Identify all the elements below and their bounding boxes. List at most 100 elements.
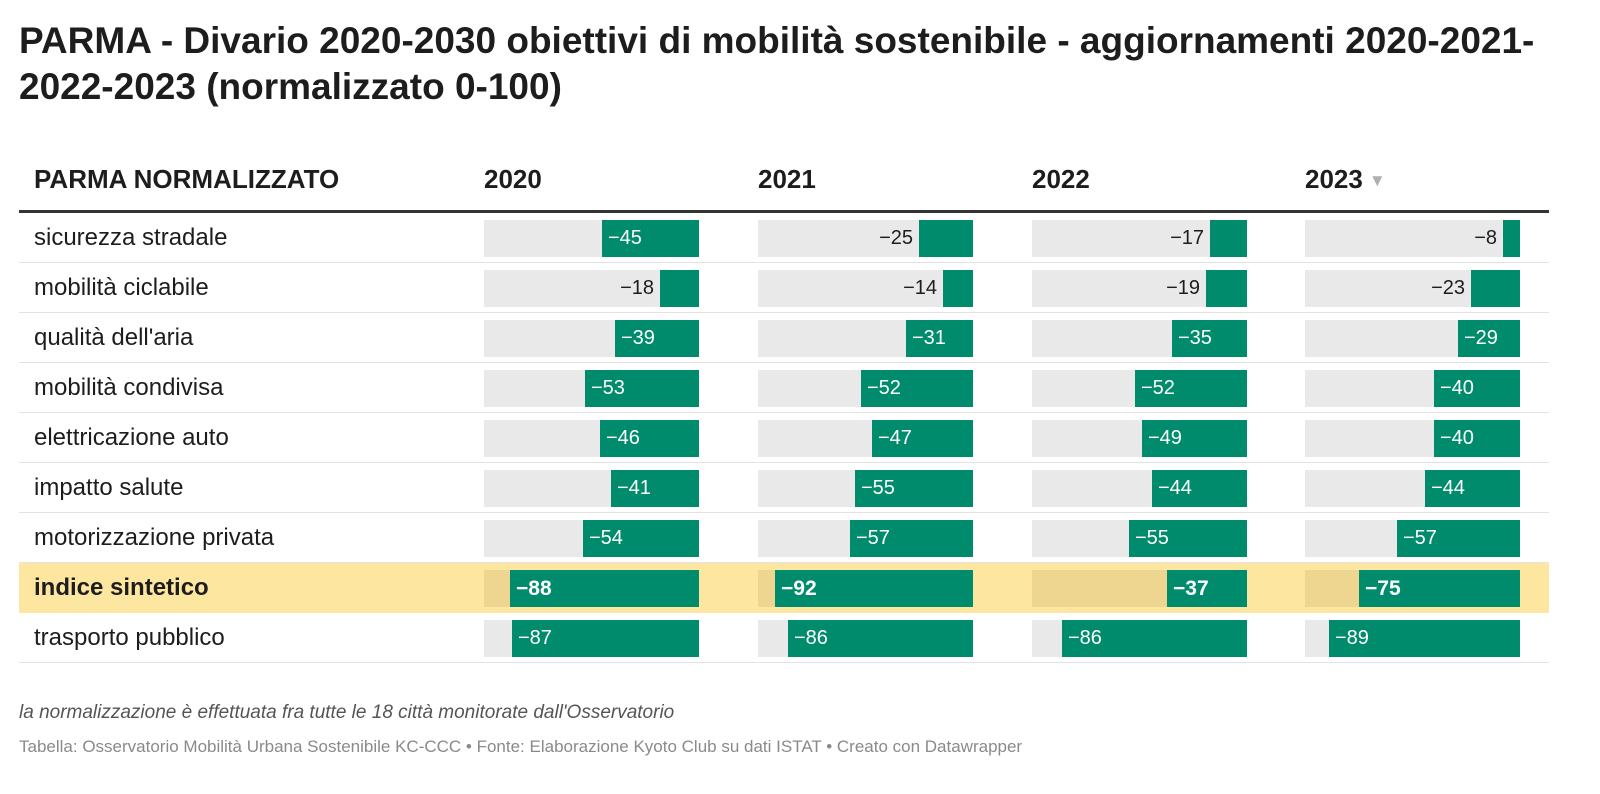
bar-track: −23 bbox=[1305, 270, 1520, 307]
value-bar bbox=[943, 270, 973, 307]
header-label: PARMA NORMALIZZATO bbox=[34, 164, 340, 194]
bar-track: −25 bbox=[758, 220, 973, 257]
value-label: −17 bbox=[1170, 227, 1204, 249]
row-label: indice sintetico bbox=[34, 574, 209, 601]
value-bar bbox=[1458, 320, 1520, 357]
bar-track: −89 bbox=[1305, 620, 1520, 657]
value-bar bbox=[583, 520, 699, 557]
column-header-2020[interactable]: 2020 bbox=[484, 158, 542, 200]
sort-descending-icon[interactable]: ▼ bbox=[1368, 171, 1386, 190]
value-label: −52 bbox=[867, 377, 901, 399]
value-bar bbox=[1206, 270, 1247, 307]
table-row: motorizzazione privata −54 −57 −55 −57 bbox=[19, 513, 1549, 563]
value-label: −92 bbox=[781, 577, 817, 600]
value-bar bbox=[1397, 520, 1520, 557]
value-bar bbox=[1062, 620, 1247, 657]
table-row: mobilità ciclabile −18 −14 −19 −23 bbox=[19, 263, 1549, 313]
bar-track: −45 bbox=[484, 220, 699, 257]
value-bar bbox=[1210, 220, 1247, 257]
source-credit: Tabella: Osservatorio Mobilità Urbana So… bbox=[19, 737, 1023, 756]
bar-track: −37 bbox=[1032, 570, 1247, 607]
bar-track: −52 bbox=[1032, 370, 1247, 407]
bar-track: −54 bbox=[484, 520, 699, 557]
value-label: −18 bbox=[620, 277, 654, 299]
value-label: −86 bbox=[794, 627, 828, 649]
value-bar bbox=[872, 420, 973, 457]
bar-track: −53 bbox=[484, 370, 699, 407]
table-row: impatto salute −41 −55 −44 −44 bbox=[19, 463, 1549, 513]
value-label: −8 bbox=[1474, 227, 1497, 249]
table-header: PARMA NORMALIZZATO 2020 2021 2022 2023 ▼ bbox=[19, 158, 1549, 213]
table-row: mobilità condivisa −53 −52 −52 −40 bbox=[19, 363, 1549, 413]
bar-track: −75 bbox=[1305, 570, 1520, 607]
column-header-2021[interactable]: 2021 bbox=[758, 158, 816, 200]
value-bar bbox=[615, 320, 699, 357]
value-label: −29 bbox=[1464, 327, 1498, 349]
column-header-2023[interactable]: 2023 ▼ bbox=[1305, 158, 1386, 204]
bar-track: −31 bbox=[758, 320, 973, 357]
bar-track: −49 bbox=[1032, 420, 1247, 457]
column-header-2022[interactable]: 2022 bbox=[1032, 158, 1090, 200]
value-label: −14 bbox=[903, 277, 937, 299]
row-label: impatto salute bbox=[34, 474, 184, 501]
value-bar bbox=[906, 320, 973, 357]
value-label: −35 bbox=[1178, 327, 1212, 349]
value-label: −31 bbox=[912, 327, 946, 349]
bar-track: −18 bbox=[484, 270, 699, 307]
value-bar bbox=[1503, 220, 1520, 257]
column-header-label: 2020 bbox=[484, 164, 542, 194]
row-label: motorizzazione privata bbox=[34, 524, 275, 551]
bar-track: −92 bbox=[758, 570, 973, 607]
footnote: la normalizzazione è effettuata fra tutt… bbox=[19, 702, 675, 723]
bar-track: −46 bbox=[484, 420, 699, 457]
value-label: −23 bbox=[1431, 277, 1465, 299]
value-bar bbox=[1434, 420, 1520, 457]
bar-track: −47 bbox=[758, 420, 973, 457]
value-bar bbox=[1359, 570, 1520, 607]
bar-track: −40 bbox=[1305, 420, 1520, 457]
value-label: −46 bbox=[606, 427, 640, 449]
table-row: elettricazione auto −46 −47 −49 −40 bbox=[19, 413, 1549, 463]
value-label: −88 bbox=[516, 577, 552, 600]
value-label: −86 bbox=[1068, 627, 1102, 649]
row-label: elettricazione auto bbox=[34, 424, 229, 451]
bar-track: −44 bbox=[1305, 470, 1520, 507]
column-header-label: 2022 bbox=[1032, 164, 1090, 194]
value-bar bbox=[1471, 270, 1520, 307]
value-bar bbox=[1129, 520, 1247, 557]
value-label: −45 bbox=[608, 227, 642, 249]
value-label: −89 bbox=[1335, 627, 1369, 649]
value-bar bbox=[850, 520, 973, 557]
value-bar bbox=[1329, 620, 1520, 657]
value-bar bbox=[855, 470, 973, 507]
column-header-label: 2021 bbox=[758, 164, 816, 194]
value-label: −47 bbox=[878, 427, 912, 449]
value-bar bbox=[512, 620, 699, 657]
value-label: −49 bbox=[1148, 427, 1182, 449]
bar-track: −19 bbox=[1032, 270, 1247, 307]
value-label: −55 bbox=[1135, 527, 1169, 549]
bar-track: −29 bbox=[1305, 320, 1520, 357]
value-label: −40 bbox=[1440, 377, 1474, 399]
bar-track: −17 bbox=[1032, 220, 1247, 257]
value-bar bbox=[919, 220, 973, 257]
bar-track: −52 bbox=[758, 370, 973, 407]
row-label: qualità dell'aria bbox=[34, 324, 194, 351]
bar-track: −55 bbox=[1032, 520, 1247, 557]
value-label: −41 bbox=[617, 477, 651, 499]
value-bar bbox=[788, 620, 973, 657]
row-label: mobilità ciclabile bbox=[34, 274, 209, 301]
bar-track: −40 bbox=[1305, 370, 1520, 407]
value-bar bbox=[602, 220, 699, 257]
value-bar bbox=[510, 570, 699, 607]
value-bar bbox=[585, 370, 699, 407]
table-row: trasporto pubblico −87 −86 −86 −89 bbox=[19, 613, 1549, 663]
bar-track: −57 bbox=[1305, 520, 1520, 557]
value-bar bbox=[600, 420, 699, 457]
value-label: −44 bbox=[1158, 477, 1192, 499]
value-label: −39 bbox=[621, 327, 655, 349]
value-label: −54 bbox=[589, 527, 623, 549]
table-row: qualità dell'aria −39 −31 −35 −29 bbox=[19, 313, 1549, 363]
bar-track: −88 bbox=[484, 570, 699, 607]
bar-track: −41 bbox=[484, 470, 699, 507]
